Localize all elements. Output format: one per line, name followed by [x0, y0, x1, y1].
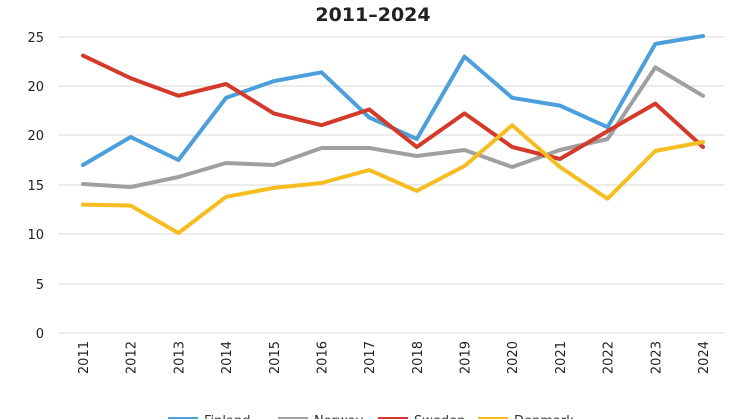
x-tick-label: 2014 [220, 341, 235, 374]
gridlines [58, 36, 724, 334]
legend-item: Denmark [478, 414, 574, 419]
x-tick-label: 2024 [697, 341, 712, 374]
legend-label: Finland [204, 414, 250, 419]
legend: Finland Norway Sweden Denmark [168, 414, 574, 419]
y-tick-label: 5 [36, 278, 44, 293]
x-tick-label: 2019 [459, 341, 474, 374]
y-tick-label: 15 [27, 179, 44, 194]
x-tick-label: 2023 [649, 341, 664, 374]
chart-title: 2011–2024 [315, 4, 431, 26]
x-tick-label: 2015 [268, 341, 283, 374]
x-tick-label: 2012 [125, 341, 140, 374]
series-line-finland [81, 34, 705, 167]
legend-item: Finland [168, 414, 250, 419]
x-tick-label: 2021 [554, 341, 569, 374]
y-tick-label: 10 [27, 228, 44, 243]
y-tick-label: 20 [27, 129, 44, 144]
series-line-sweden [81, 53, 705, 161]
legend-item: Norway [278, 414, 364, 419]
legend-label: Sweden [414, 414, 465, 419]
y-tick-label: 25 [27, 31, 44, 46]
x-tick-label: 2016 [315, 341, 330, 374]
x-tick-label: 2018 [411, 341, 426, 374]
y-tick-label: 0 [36, 327, 44, 342]
series-line-denmark [81, 123, 705, 235]
legend-item: Sweden [378, 414, 465, 419]
y-axis-ticks: 0 5 10 15 20 20 25 [27, 31, 44, 342]
x-axis-ticks: 2011 2012 2013 2014 2015 2016 2017 2018 2019 2020… [77, 341, 712, 374]
series-line-norway [81, 65, 705, 189]
y-tick-label: 20 [27, 80, 44, 95]
x-tick-label: 2020 [506, 341, 521, 374]
x-tick-label: 2017 [363, 341, 378, 374]
legend-label: Denmark [514, 414, 574, 419]
series-lines [81, 34, 705, 235]
x-tick-label: 2013 [172, 341, 187, 374]
x-tick-label: 2011 [77, 341, 92, 374]
x-tick-label: 2022 [602, 341, 617, 374]
legend-label: Norway [314, 414, 364, 419]
